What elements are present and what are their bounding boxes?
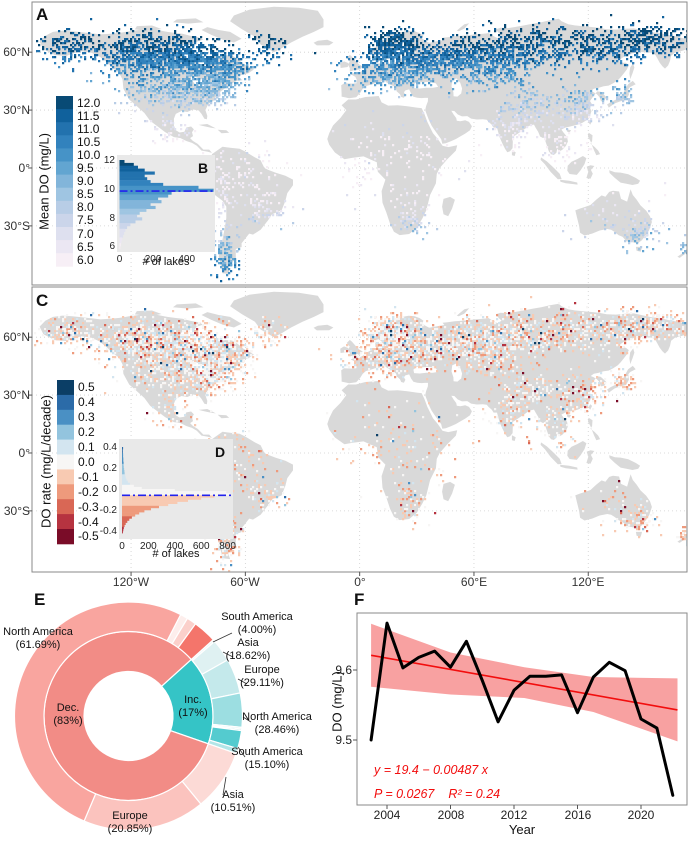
donut-label-dec-: Dec. (83%) [53,702,83,727]
colorbar-mean-do-tick: 11.0 [77,121,100,136]
lat-tick-0-c: 0° [18,446,30,460]
colorbar-mean-do-tick: 8.0 [77,200,94,215]
colorbar-do-rate-tick: 0.5 [78,380,95,395]
colorbar-do-rate-tick: 0.2 [78,425,95,440]
donut-label-north-america: North America (28.46%) [242,711,312,736]
lat-tick-0-a: 0° [18,161,30,175]
colorbar-mean-do-tick: 7.5 [77,213,94,228]
colorbar-do-rate-tick: -0.5 [78,529,99,544]
trend-xtick-2020: 2020 [627,808,655,822]
colorbar-mean-do-tick: 7.0 [77,226,94,241]
lon-tick-60e: 60°E [460,575,488,589]
inset-hist-b-ytick: 10 [103,184,115,196]
colorbar-do-rate-tick: 0.3 [78,410,95,425]
inset-hist-d-ytick: 0.4 [103,442,117,454]
inset-hist-d-xtick: 800 [219,541,236,552]
inset-hist-d-ytick: -0.4 [99,526,117,538]
inset-hist-b-ytick: 6 [109,241,115,253]
colorbar-mean-do-tick: 12.0 [77,95,101,110]
donut-label-south-america: South America (15.10%) [231,746,303,771]
panel-label-b: B [198,160,209,176]
panel-label-c: C [36,291,49,310]
panel-label-f: F [354,590,365,609]
trend-xlabel: Year [508,822,536,837]
donut-label-europe: Europe (20.85%) [107,810,153,835]
lon-tick-0: 0° [354,575,366,589]
inset-hist-b-ytick: 12 [103,155,115,167]
inset-d-xlabel: # of lakes [152,548,200,560]
lat-tick-60n-c: 60°N [3,330,30,344]
colorbar-do-rate-tick: -0.1 [78,469,99,484]
inset-hist-d-xtick: 0 [119,541,125,552]
trend-ytick-96: 9.6 [335,663,352,677]
inset-hist-b-ytick: 8 [109,212,115,224]
colorbar-mean-do-tick: 9.0 [77,174,94,189]
colorbar-mean-do-tick: 11.5 [77,108,100,123]
inset-hist-d-xtick: 600 [192,541,210,552]
inset-hist-d [119,439,233,539]
colorbar-do-rate-tick: 0.0 [78,454,95,469]
colorbar-do-rate-tick: -0.2 [78,484,99,499]
donut-chart [13,601,252,831]
trend-ytick-95: 9.5 [335,733,352,747]
trend-chart [353,612,688,809]
colorbar-do-rate-tick: 0.1 [78,440,95,455]
colorbar-title-mean-do: Mean DO (mg/L) [36,133,52,230]
donut-label-asia: Asia (18.62%) [225,637,271,662]
colorbar-mean-do-tick: 10.5 [77,134,101,149]
inset-b-xlabel: # of lakes [142,256,190,268]
lat-tick-30s-c: 30°S [3,504,30,518]
trend-xtick-2008: 2008 [437,808,465,822]
colorbar-do-rate [57,380,74,545]
panel-label-e: E [34,590,46,609]
lat-tick-30n-c: 30°N [3,388,30,402]
lon-tick-120e: 120°E [571,575,605,589]
trend-stats: P = 0.0267 R² = 0.24 [374,787,514,801]
inset-hist-d-ytick: -0.2 [99,505,117,517]
colorbar-mean-do-tick: 6.0 [77,252,94,267]
panel-label-a: A [36,5,49,24]
inset-hist-b-xtick: 0 [116,254,123,265]
trend-xtick-2012: 2012 [500,808,528,822]
inset-hist-d-ytick: 0.2 [103,463,117,475]
donut-label-europe: Europe (29.11%) [240,664,284,689]
lon-tick-120w: 120°W [112,575,150,589]
map-panel-c [28,286,688,576]
colorbar-do-rate-tick: 0.4 [78,395,95,410]
inset-hist-d-xtick: 200 [140,541,157,552]
inset-hist-d-xtick: 400 [166,541,184,552]
lat-tick-30s-a: 30°S [3,219,30,233]
panel-label-d: D [215,444,226,460]
donut-label-south-america: South America (4.00%) [221,611,293,636]
trend-xtick-2016: 2016 [564,808,592,822]
colorbar-do-rate-tick: -0.4 [78,514,99,529]
colorbar-title-do-rate: DO rate (mg/L/decade) [38,395,54,528]
inset-hist-d-ytick: 0.0 [103,484,117,496]
lat-tick-30n-a: 30°N [3,103,30,117]
trend-xtick-2004: 2004 [373,808,401,822]
colorbar-do-rate-tick: -0.3 [78,499,99,514]
inset-hist-b [117,155,215,252]
lon-tick-60w: 60°W [230,575,260,589]
inset-hist-b-xtick: 200 [144,254,162,265]
donut-label-asia: Asia (10.51%) [210,789,256,814]
trend-r2-value: R² = 0.24 [448,787,501,801]
inset-hist-b-xtick: 400 [178,254,196,265]
donut-label-north-america: North America (61.69%) [3,626,73,651]
colorbar-mean-do [56,96,73,267]
donut-label-inc-: Inc. (17%) [178,694,208,719]
trend-equation: y = 19.4 − 0.00487 x [374,763,488,777]
colorbar-mean-do-tick: 9.5 [77,161,94,176]
colorbar-mean-do-tick: 6.5 [77,239,94,254]
trend-p-value: P = 0.0267 [374,787,435,801]
colorbar-mean-do-tick: 10.0 [77,147,101,162]
colorbar-mean-do-tick: 8.5 [77,187,94,202]
lat-tick-60n-a: 60°N [3,45,30,59]
